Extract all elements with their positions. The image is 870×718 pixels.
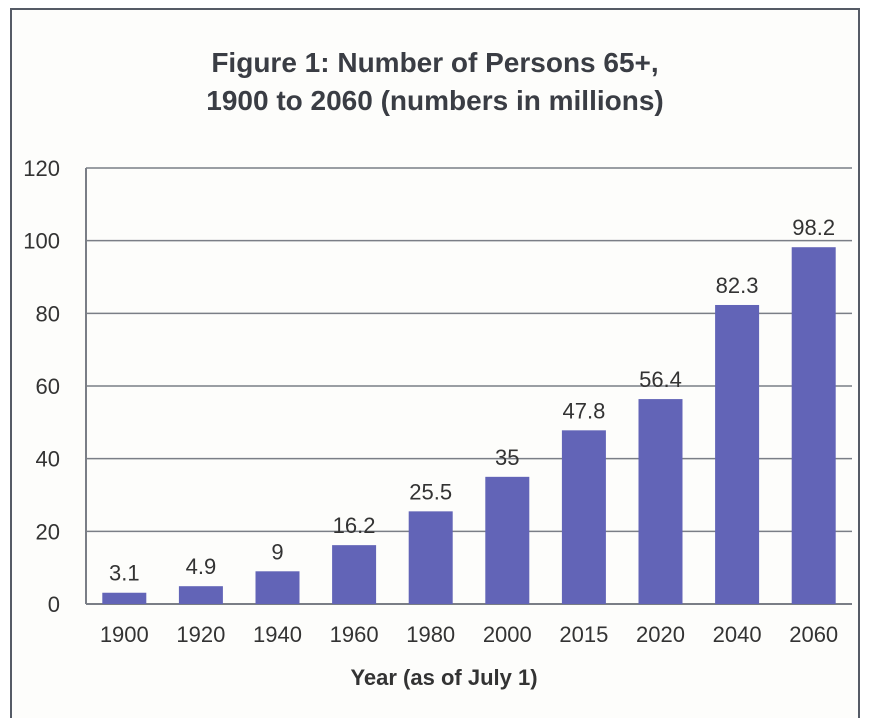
y-tick-label: 60	[36, 374, 60, 399]
x-tick-label: 2000	[483, 622, 532, 647]
data-label-1960: 16.2	[333, 513, 376, 538]
data-label-2000: 35	[495, 445, 519, 470]
y-tick-label: 80	[36, 301, 60, 326]
y-tick-label: 120	[23, 156, 60, 181]
bar-2040	[715, 304, 760, 604]
x-tick-label: 1980	[406, 622, 455, 647]
bar-2015	[561, 430, 606, 604]
bar-2000	[485, 476, 530, 604]
x-tick-label: 2040	[713, 622, 762, 647]
bar-1940	[255, 571, 300, 604]
y-tick-label: 40	[36, 447, 60, 472]
y-tick-label: 20	[36, 519, 60, 544]
bar-2060	[791, 247, 836, 604]
x-tick-label: 2015	[559, 622, 608, 647]
data-label-2040: 82.3	[716, 273, 759, 298]
bars	[102, 247, 836, 604]
data-labels: 3.1 4.9 9 16.2 25.5 35 47.8 56.4 82.3 98.2	[109, 215, 835, 586]
chart-title-line-1: Figure 1: Number of Persons 65+,	[211, 47, 659, 78]
chart-title-line-2: 1900 to 2060 (numbers in millions)	[206, 85, 664, 116]
y-axis-ticks: 0 20 40 60 80 100 120	[23, 156, 60, 617]
x-axis-ticks: 1900 1920 1940 1960 1980 2000 2015 2020 2040 2060	[100, 622, 838, 647]
x-tick-label: 2060	[789, 622, 838, 647]
bar-1960	[332, 545, 377, 604]
bar-1920	[178, 586, 223, 604]
y-tick-label: 100	[23, 229, 60, 254]
x-tick-label: 1920	[176, 622, 225, 647]
x-tick-label: 1940	[253, 622, 302, 647]
data-label-1980: 25.5	[409, 479, 452, 504]
data-label-2060: 98.2	[792, 215, 835, 240]
data-label-1940: 9	[271, 539, 283, 564]
bar-1980	[408, 511, 453, 604]
bar-2020	[638, 399, 683, 604]
data-label-2020: 56.4	[639, 367, 682, 392]
x-tick-label: 1900	[100, 622, 149, 647]
x-axis-label: Year (as of July 1)	[350, 665, 537, 690]
data-label-1900: 3.1	[109, 561, 140, 586]
chart-title: Figure 1: Number of Persons 65+, 1900 to…	[0, 44, 870, 120]
x-tick-label: 2020	[636, 622, 685, 647]
y-tick-label: 0	[48, 592, 60, 617]
data-label-1920: 4.9	[186, 554, 217, 579]
bar-1900	[102, 592, 147, 604]
data-label-2015: 47.8	[562, 398, 605, 423]
x-tick-label: 1960	[330, 622, 379, 647]
